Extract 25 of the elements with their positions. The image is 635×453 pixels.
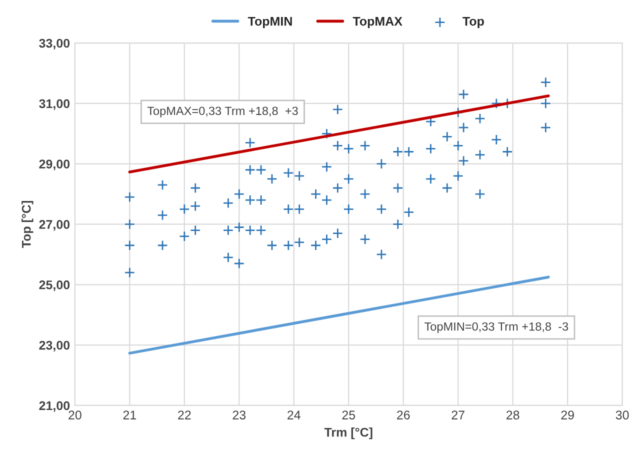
x-tick-label: 21: [123, 410, 136, 420]
y-tick-label: 21,00: [39, 401, 70, 412]
x-tick-label: 29: [561, 410, 574, 420]
x-tick-label: 26: [397, 410, 410, 420]
x-tick-label: 25: [342, 410, 356, 420]
annotation: TopMIN=0,33 Trm +18,8 -3: [424, 322, 568, 334]
legend-label: TopMIN: [248, 16, 292, 28]
annotation: TopMAX=0,33 Trm +18,8 +3: [147, 106, 298, 118]
y-tick-label: 27,00: [39, 220, 70, 231]
x-tick-label: 27: [452, 410, 464, 420]
y-tick-label: 31,00: [39, 99, 70, 110]
y-axis-title: Top [°C]: [22, 201, 34, 248]
y-tick-label: 23,00: [39, 340, 70, 352]
x-tick-label: 24: [288, 410, 300, 420]
y-tick-label: 29,00: [39, 160, 70, 170]
y-tick-label: 25,00: [39, 280, 70, 292]
y-tick-label: 33,00: [39, 38, 70, 50]
legend-label: Top: [462, 16, 484, 28]
x-axis-title: Trm [°C]: [324, 428, 372, 440]
x-tick-label: 20: [68, 410, 82, 420]
x-tick-label: 23: [232, 410, 246, 420]
x-tick-label: 30: [616, 410, 629, 420]
x-tick-label: 28: [506, 410, 520, 420]
x-tick-label: 22: [178, 410, 191, 420]
legend-label: TopMAX: [352, 16, 402, 28]
